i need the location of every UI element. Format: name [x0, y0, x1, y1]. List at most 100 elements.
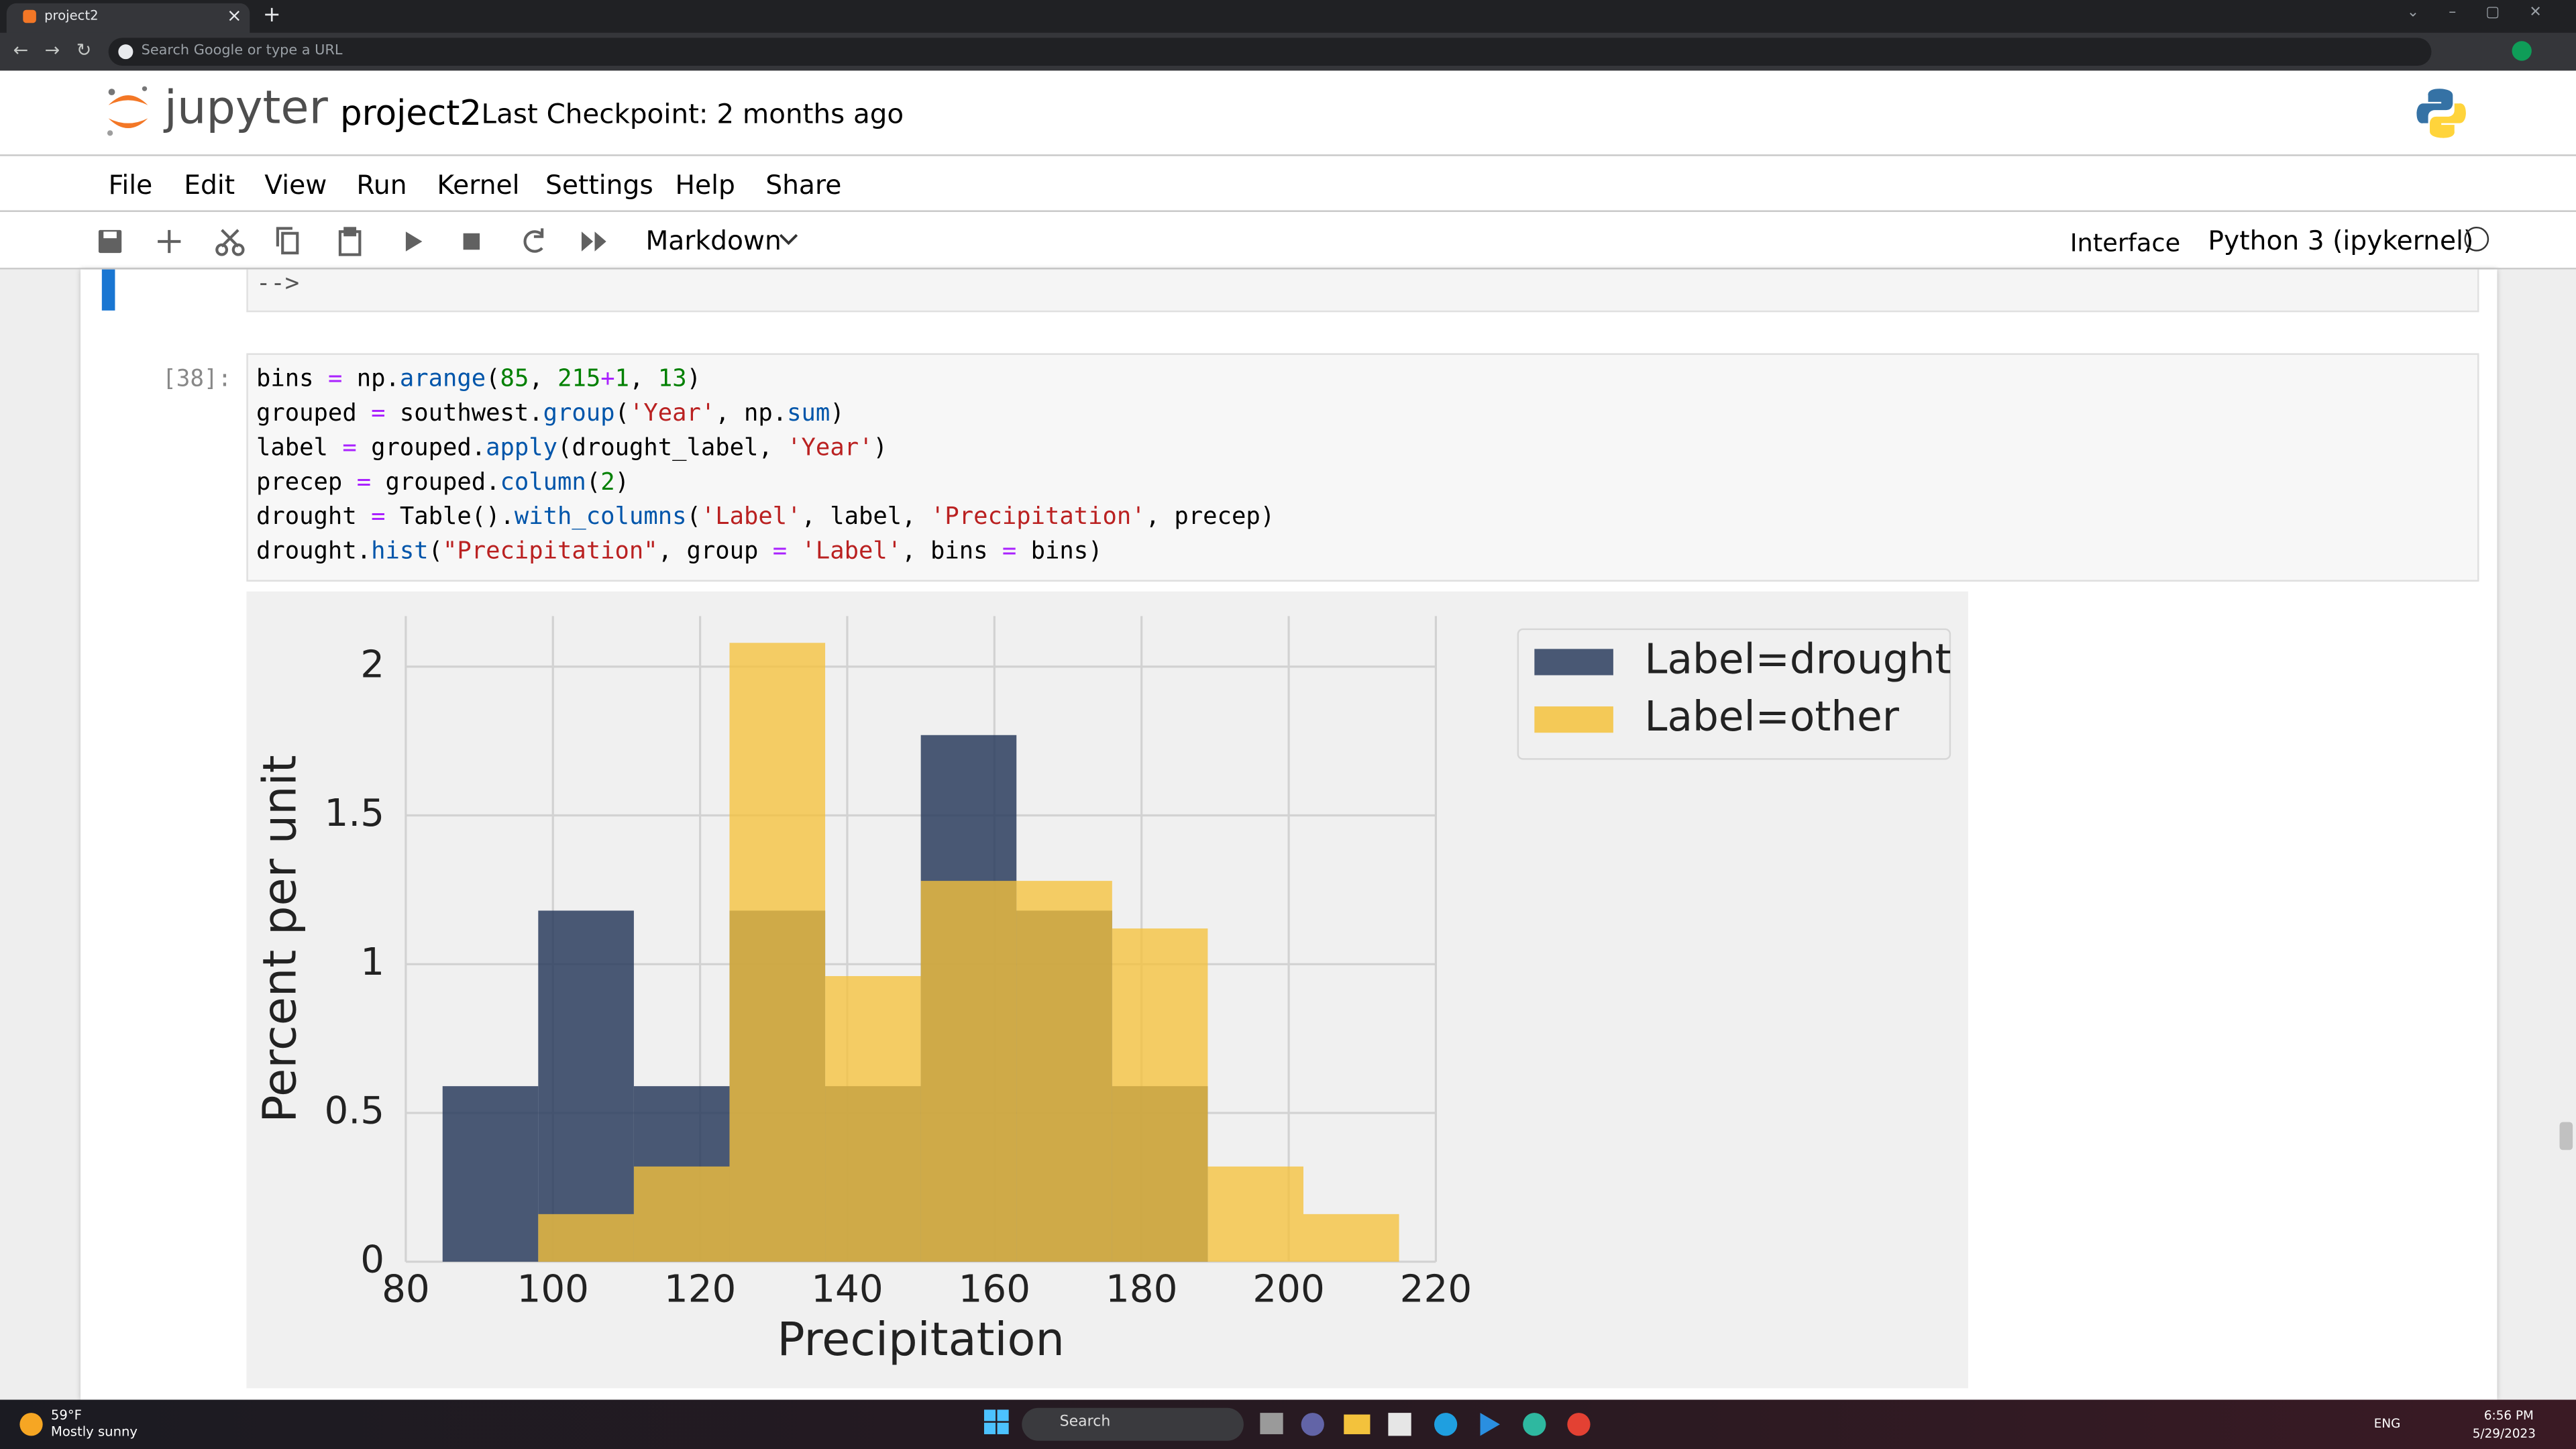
y-tick-label: 2: [360, 643, 384, 686]
code-token: (: [686, 504, 701, 531]
nav-buttons[interactable]: ←→↻: [13, 39, 108, 61]
legend-label: Label=other: [1644, 693, 1899, 741]
code-token: (drought_label,: [557, 435, 788, 462]
code-token: hist: [371, 539, 429, 566]
code-token: ): [830, 400, 845, 427]
code-cell[interactable]: [246, 353, 2479, 582]
tab-title: project2: [44, 8, 99, 23]
menu-item[interactable]: Help: [675, 169, 735, 201]
code-line: grouped = southwest.group('Year', np.sum…: [256, 401, 845, 427]
menu-item[interactable]: Settings: [545, 169, 653, 201]
y-tick-label: 0.5: [324, 1089, 384, 1133]
histogram-bar: [1208, 1166, 1303, 1262]
histogram-bar: [538, 1214, 634, 1262]
menu-item[interactable]: Run: [356, 169, 407, 201]
address-field[interactable]: [108, 38, 2432, 66]
checkpoint: Last Checkpoint: 2 months ago: [481, 98, 904, 130]
google-icon: [118, 44, 133, 60]
code-token: 'Year': [629, 400, 716, 427]
code-token: 'Precipitation': [930, 504, 1146, 531]
code-token: precep: [256, 470, 357, 496]
code-token: ): [873, 435, 888, 462]
dropdown-caret: [779, 233, 798, 246]
histogram-bar: [920, 881, 1017, 1262]
menu-item[interactable]: View: [264, 169, 327, 201]
new-tab[interactable]: +: [262, 3, 281, 28]
toolbar-icons[interactable]: [91, 222, 616, 262]
weather: Mostly sunny: [50, 1424, 138, 1440]
cell-type-dropdown[interactable]: Markdown: [645, 225, 782, 257]
code-token: 1: [614, 366, 630, 393]
code-token: , label,: [801, 504, 930, 531]
menu-item[interactable]: File: [108, 169, 153, 201]
temperature: 59°F: [50, 1407, 82, 1423]
toolbar-border: [0, 268, 2576, 270]
start-button[interactable]: [983, 1409, 1010, 1436]
code-token: 'Label': [700, 504, 802, 531]
cell-prompt: [38]:: [162, 366, 232, 393]
x-tick-label: 120: [664, 1268, 736, 1311]
menu-item[interactable]: Kernel: [437, 169, 520, 201]
window-controls[interactable]: ⌄–▢✕: [2406, 5, 2571, 21]
code-token: , np.: [715, 400, 788, 427]
code-token: (: [614, 400, 629, 427]
jupyter-logo-mark: [107, 86, 148, 136]
tab-close[interactable]: ×: [226, 5, 242, 27]
notebook-name[interactable]: project2: [339, 93, 482, 133]
code-token: =: [1002, 539, 1017, 566]
menu-item[interactable]: Share: [765, 169, 842, 201]
legend-label: Label=drought: [1644, 636, 1951, 684]
code-token: +: [600, 366, 615, 393]
interface-button[interactable]: Interface: [2070, 228, 2181, 258]
legend-box: [1517, 628, 1951, 760]
histogram-bar: [729, 643, 826, 1262]
x-tick-label: 220: [1400, 1268, 1472, 1311]
histogram-bar: [1303, 1214, 1399, 1262]
profile[interactable]: [2512, 41, 2532, 61]
code-token: bins: [256, 366, 328, 393]
tab[interactable]: [6, 3, 250, 33]
y-tick-label: 1: [360, 941, 384, 984]
kernel-status: [2464, 226, 2489, 252]
code-token: (: [428, 539, 443, 566]
histogram-figure: 80 100 120 140 160 180 200 220 0 0.5 1 1.5 2 Precipit…: [246, 591, 1968, 1389]
scrollbar-thumb[interactable]: [2559, 1122, 2573, 1150]
kernel-name[interactable]: Python 3 (ipykernel): [2208, 225, 2474, 257]
code-token: =: [327, 366, 343, 393]
weather-icon: [19, 1413, 43, 1436]
active-cell-marker: [101, 269, 115, 311]
code-token: =: [342, 435, 357, 462]
code-token: =: [371, 400, 386, 427]
y-tick-label: 1.5: [324, 792, 384, 835]
x-tick-label: 80: [382, 1268, 430, 1311]
clock-date: 5/29/2023: [2472, 1426, 2536, 1441]
histogram-bar: [442, 1086, 539, 1262]
code-token: with_columns: [514, 504, 687, 531]
code-token: "Precipitation": [443, 539, 658, 566]
legend-swatch: [1534, 649, 1613, 676]
menu-item[interactable]: Edit: [184, 169, 235, 201]
code-token: grouped.: [371, 470, 500, 496]
code-token: (: [586, 470, 601, 496]
code-token: Table().: [385, 504, 515, 531]
code-token: grouped: [256, 400, 372, 427]
code-token: group: [543, 400, 615, 427]
code-token: 2: [600, 470, 615, 496]
code-token: apply: [486, 435, 558, 462]
search-box[interactable]: [1022, 1407, 1244, 1441]
code-token: 'Year': [787, 435, 873, 462]
search-text: Search: [1059, 1414, 1111, 1432]
jupyter-logo-text: jupyter: [164, 80, 328, 135]
taskbar-apps[interactable]: [1256, 1408, 1601, 1441]
code-token: , bins: [902, 539, 1002, 566]
previous-cell[interactable]: [246, 269, 2479, 313]
code-token: =: [772, 539, 788, 566]
code-token: =: [371, 504, 386, 531]
tab-strip: [0, 0, 2576, 33]
x-tick-label: 180: [1106, 1268, 1177, 1311]
code-token: 13: [657, 366, 687, 393]
x-tick-label: 100: [517, 1268, 589, 1311]
x-axis-label: Precipitation: [777, 1313, 1065, 1366]
histogram-bar: [1112, 928, 1208, 1262]
